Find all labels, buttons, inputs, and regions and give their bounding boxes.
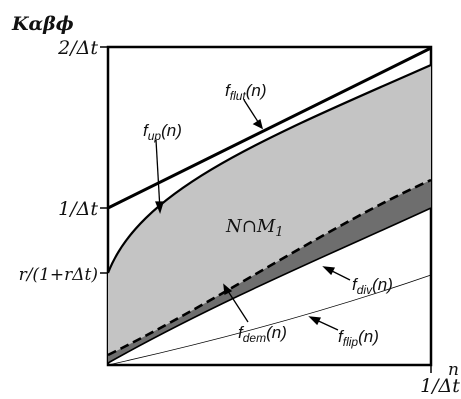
y-axis-label: Kαβϕ xyxy=(11,13,74,35)
curve-fflut xyxy=(107,46,432,210)
leader-fdiv xyxy=(322,266,351,281)
leader-fup xyxy=(155,139,164,214)
leader-fflip xyxy=(308,316,339,331)
curve-fup xyxy=(106,63,432,274)
label-fdiv: fdiv(n) xyxy=(352,275,393,297)
leader-fdem xyxy=(223,283,249,323)
x-tick-1-over-dt: 1/Δt xyxy=(420,375,460,397)
label-fdem: fdem(n) xyxy=(238,323,287,345)
label-fflip: fflip(n) xyxy=(338,327,379,349)
region-light xyxy=(108,65,431,363)
region-label: N∩M1 xyxy=(225,216,284,240)
leader-fflut xyxy=(243,99,263,130)
y-tick-2-over-dt: 2/Δt xyxy=(57,37,98,59)
y-tick-1-over-dt: 1/Δt xyxy=(58,198,98,220)
curve-fflip xyxy=(107,274,432,366)
label-fflut: fflut(n) xyxy=(225,81,267,103)
region-dark xyxy=(108,180,431,363)
curve-fdiv xyxy=(107,207,432,364)
x-axis-label: n xyxy=(448,360,459,380)
label-fup: fup(n) xyxy=(143,121,182,143)
curve-fdem xyxy=(107,178,432,357)
y-tick-r-over: r/(1+rΔt) xyxy=(19,265,98,285)
